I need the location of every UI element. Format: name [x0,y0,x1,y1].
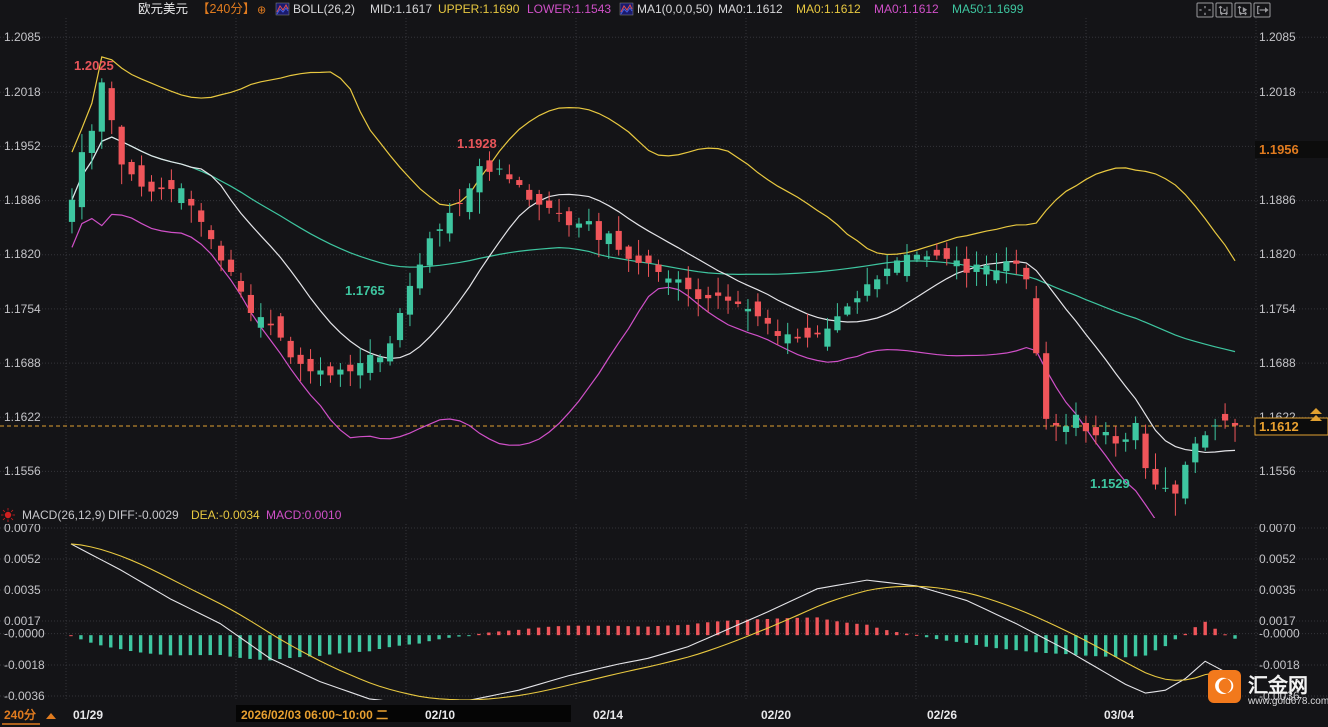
svg-text:-0.0000: -0.0000 [1259,627,1300,641]
svg-text:0.0070: 0.0070 [4,524,41,535]
svg-text:1.1754: 1.1754 [4,302,41,316]
svg-text:0.0035: 0.0035 [1259,583,1296,597]
svg-text:02/20: 02/20 [761,708,791,722]
svg-text:240分: 240分 [4,707,36,722]
svg-text:1.1928: 1.1928 [457,136,497,151]
svg-text:1.1956: 1.1956 [1259,142,1299,157]
svg-text:MACD(26,12,9): MACD(26,12,9) [22,508,105,522]
svg-text:03/04: 03/04 [1104,708,1134,722]
svg-text:MACD:0.0010: MACD:0.0010 [266,508,342,522]
svg-text:0.0035: 0.0035 [4,583,41,597]
svg-text:1.1754: 1.1754 [1259,302,1296,316]
svg-text:www.gold678.com: www.gold678.com [1247,696,1328,707]
svg-text:1.1765: 1.1765 [345,283,385,298]
svg-text:1.1886: 1.1886 [1259,193,1296,207]
svg-text:1.1820: 1.1820 [4,247,41,261]
svg-text:1.2085: 1.2085 [1259,30,1296,44]
svg-text:-0.0000: -0.0000 [4,627,45,641]
svg-text:2026/02/03 06:00~10:00 二: 2026/02/03 06:00~10:00 二 [241,708,388,722]
svg-text:1.1820: 1.1820 [1259,247,1296,261]
svg-text:0.0070: 0.0070 [1259,524,1296,535]
svg-text:1.1612: 1.1612 [1259,419,1299,434]
svg-text:0.0052: 0.0052 [4,552,41,566]
svg-text:汇金网: 汇金网 [1248,673,1308,697]
svg-text:01/29: 01/29 [73,708,103,722]
svg-text:1.1688: 1.1688 [4,356,41,370]
svg-text:1.1529: 1.1529 [1090,476,1130,491]
svg-text:DEA:-0.0034: DEA:-0.0034 [191,508,260,522]
svg-text:-0.0018: -0.0018 [4,658,45,672]
svg-text:1.1886: 1.1886 [4,193,41,207]
svg-text:1.1556: 1.1556 [1259,464,1296,478]
svg-text:1.2085: 1.2085 [4,30,41,44]
svg-text:1.1622: 1.1622 [4,410,41,424]
svg-text:DIFF:-0.0029: DIFF:-0.0029 [108,508,179,522]
svg-text:02/10: 02/10 [425,708,455,722]
svg-text:1.2018: 1.2018 [1259,85,1296,99]
svg-text:1.1688: 1.1688 [1259,356,1296,370]
svg-text:1.2018: 1.2018 [4,85,41,99]
svg-text:1.2025: 1.2025 [74,58,114,73]
svg-text:02/26: 02/26 [927,708,957,722]
svg-text:1.1952: 1.1952 [4,139,41,153]
svg-text:1.1556: 1.1556 [4,464,41,478]
svg-text:02/14: 02/14 [593,708,623,722]
svg-text:0.0052: 0.0052 [1259,552,1296,566]
